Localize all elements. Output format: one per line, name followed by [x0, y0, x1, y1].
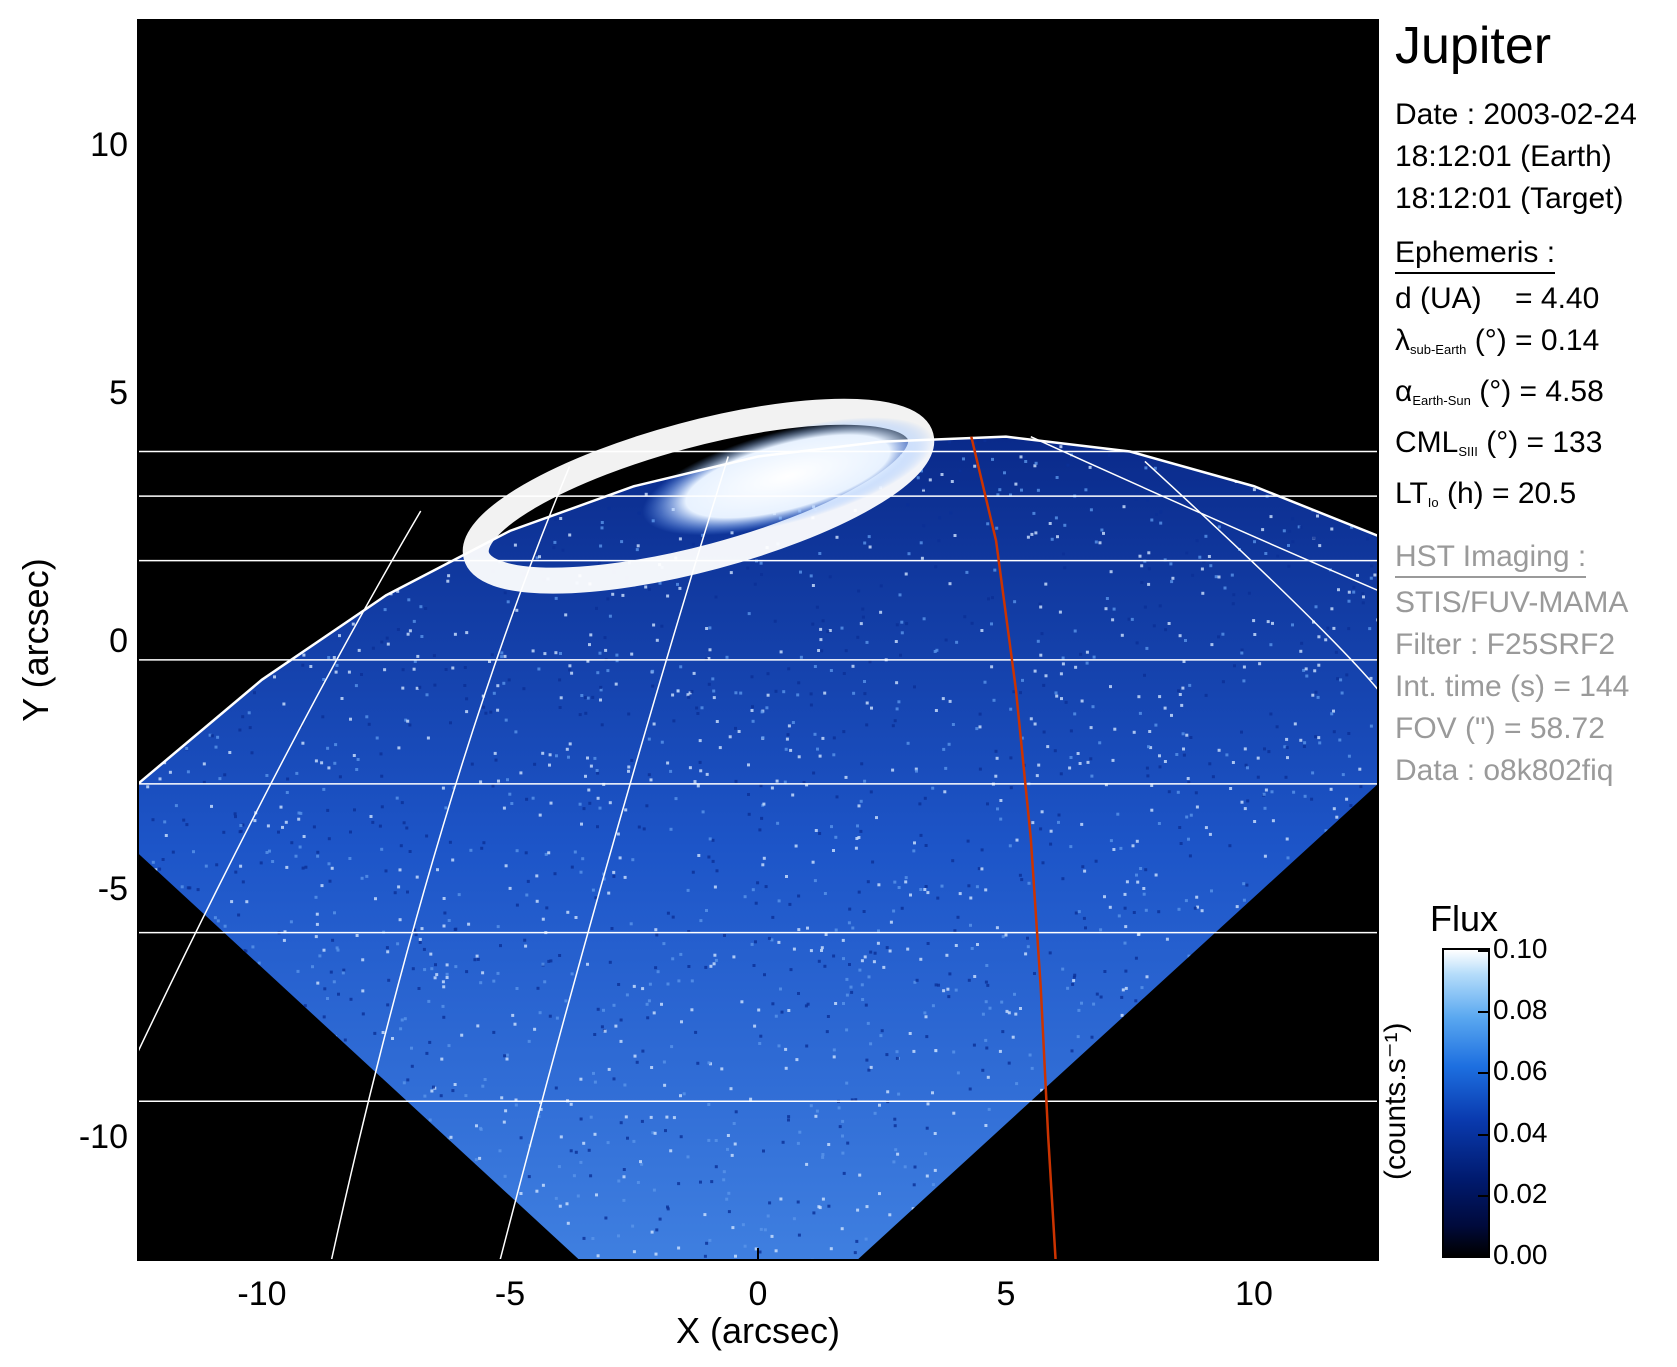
lambda-sub: sub-Earth — [1410, 342, 1467, 357]
y-tick-label: 5 — [109, 374, 128, 412]
lt-sub: Io — [1427, 495, 1439, 510]
distance-label: d (UA) — [1395, 282, 1482, 315]
x-tick-label: 5 — [997, 1275, 1016, 1313]
colorbar — [1442, 948, 1490, 1258]
data-id-line: Data : o8k802fiq — [1395, 754, 1614, 787]
y-tick-label: 0 — [109, 622, 128, 660]
hst-header: HST Imaging : — [1395, 538, 1587, 578]
x-axis-title: X (arcsec) — [676, 1310, 840, 1351]
colorbar-tick — [1478, 1072, 1490, 1075]
lambda-value: (°) = 0.14 — [1474, 324, 1600, 357]
colorbar-tick — [1478, 950, 1490, 952]
colorbar-tick — [1478, 1256, 1490, 1258]
x-tick-label: -5 — [495, 1275, 525, 1313]
x-tick-label: 0 — [749, 1275, 768, 1313]
lt-row: LTIo (h) = 20.5 — [1395, 473, 1675, 524]
distance-value: = 4.40 — [1515, 282, 1600, 315]
lambda-row: λsub-Earth (°) = 0.14 — [1395, 320, 1675, 371]
colorbar-title: Flux — [1430, 898, 1499, 939]
auroral-oval — [462, 398, 935, 594]
cml-symbol: CML — [1395, 426, 1459, 459]
colorbar-tick-label: 0.10 — [1493, 933, 1548, 964]
meridian-line — [330, 466, 571, 1260]
fov-line: FOV (") = 58.72 — [1395, 712, 1605, 745]
colorbar-tick-label: 0.06 — [1493, 1055, 1548, 1087]
earth-time: 18:12:01 (Earth) — [1395, 140, 1612, 173]
int-time-line: Int. time (s) = 144 — [1395, 670, 1630, 703]
distance-row: d (UA) = 4.40 — [1395, 278, 1675, 320]
cml-sub: SIII — [1458, 444, 1478, 459]
lambda-symbol: λ — [1395, 324, 1410, 357]
ephemeris-header: Ephemeris : — [1395, 234, 1556, 274]
alpha-sub: Earth-Sun — [1412, 393, 1471, 408]
y-tick-label: -5 — [98, 870, 128, 908]
colorbar-tick-label: 0.00 — [1493, 1239, 1548, 1270]
meridian-line — [499, 456, 729, 1260]
x-tick-label: -10 — [237, 1275, 286, 1313]
colorbar-tick-label: 0.04 — [1493, 1116, 1548, 1148]
y-axis-title: Y (arcsec) — [15, 558, 56, 721]
cml-row: CMLSIII (°) = 133 — [1395, 422, 1675, 473]
colorbar-tick — [1478, 1133, 1490, 1136]
colorbar-tick — [1478, 1194, 1490, 1197]
x-tick-label: 10 — [1235, 1275, 1273, 1313]
emission-region — [138, 436, 1378, 1260]
meridian-line — [1030, 435, 1378, 592]
colorbar-tick — [1478, 1011, 1490, 1014]
colorbar-tick-label: 0.02 — [1493, 1177, 1548, 1209]
filter-line: Filter : F25SRF2 — [1395, 628, 1616, 661]
instrument-line: STIS/FUV-MAMA — [1395, 586, 1629, 619]
target-time: 18:12:01 (Target) — [1395, 182, 1624, 215]
y-tick-label: -10 — [79, 1118, 128, 1156]
alpha-value: (°) = 4.58 — [1479, 375, 1604, 408]
meridian-grid — [138, 435, 1378, 1260]
info-panel: Jupiter Date : 2003-02-24 18:12:01 (Eart… — [1395, 18, 1675, 792]
limb-line — [138, 435, 1378, 785]
alpha-row: αEarth-Sun (°) = 4.58 — [1395, 371, 1675, 422]
colorbar-unit: (counts.s⁻¹) — [1379, 1022, 1412, 1180]
cml-value: (°) = 133 — [1486, 426, 1603, 459]
alpha-symbol: α — [1395, 375, 1413, 408]
date-line: Date : 2003-02-24 — [1395, 98, 1637, 131]
meridian-line — [138, 510, 422, 1053]
meridian-line — [1144, 460, 1378, 691]
latitude-grid — [138, 450, 1378, 1103]
central-meridian-line — [970, 436, 1057, 1260]
colorbar-tick-label: 0.08 — [1493, 994, 1548, 1026]
y-tick-label: 10 — [90, 126, 128, 164]
lt-symbol: LT — [1395, 477, 1428, 510]
lt-value: (h) = 20.5 — [1446, 477, 1577, 510]
panel-title: Jupiter — [1395, 17, 1552, 75]
